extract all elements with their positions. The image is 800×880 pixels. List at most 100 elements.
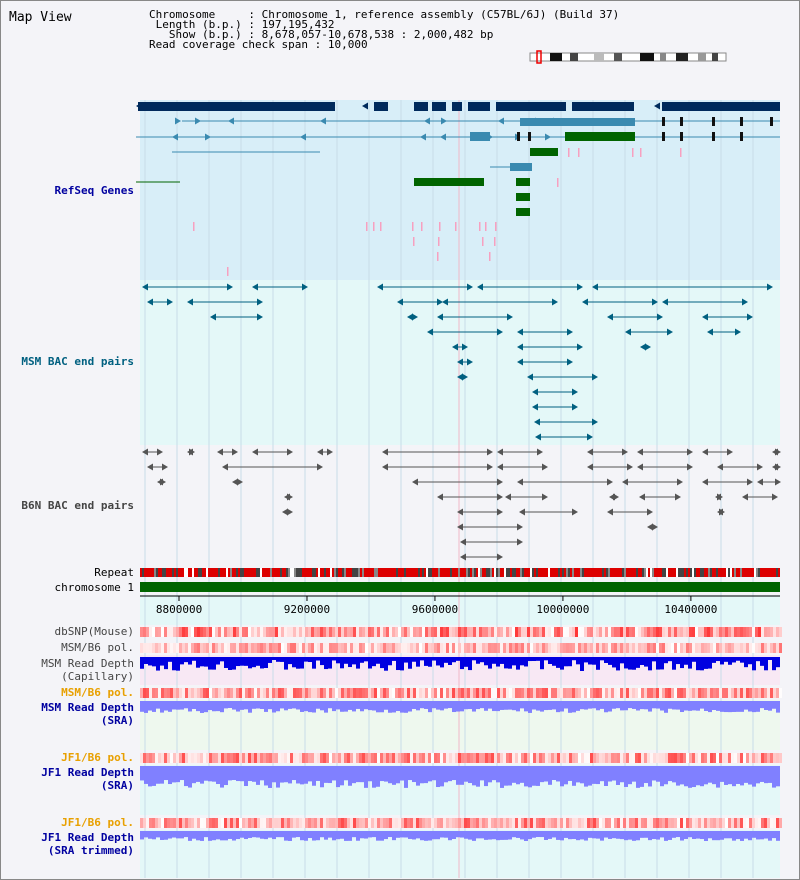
repeat-segment [378, 568, 380, 577]
read-depth-bar [300, 701, 304, 712]
polymorphism-cell [767, 753, 770, 763]
read-depth-bar [408, 657, 412, 669]
polymorphism-cell [617, 627, 620, 637]
ideogram-band [614, 53, 622, 61]
repeat-segment [196, 568, 198, 577]
polymorphism-cell [296, 643, 299, 653]
read-depth-bar [576, 766, 580, 783]
read-depth-bar [492, 657, 496, 664]
polymorphism-cell [629, 643, 632, 653]
read-depth-bar [648, 657, 652, 671]
repeat-segment [632, 568, 634, 577]
read-depth-bar [516, 657, 520, 670]
repeat-segment [220, 568, 222, 577]
read-depth-bar [740, 831, 744, 841]
repeat-segment [770, 568, 772, 577]
polymorphism-cell [437, 818, 440, 828]
b6n-bac-end [412, 478, 418, 486]
chromosome-label: Chromosome [149, 8, 216, 21]
track-label-b6n-bac[interactable]: B6N BAC end pairs [21, 499, 134, 512]
msm-bac-end [567, 358, 573, 366]
gene-arrow [420, 133, 426, 141]
read-depth-bar [724, 831, 728, 839]
polymorphism-cell [446, 627, 449, 637]
read-depth-bar [148, 831, 152, 839]
polymorphism-cell [386, 753, 389, 763]
polymorphism-cell [212, 818, 215, 828]
read-depth-bar [324, 831, 328, 840]
read-depth-bar [548, 831, 552, 839]
polymorphism-cell [701, 643, 704, 653]
polymorphism-cell [437, 688, 440, 698]
b6n-bac-end [639, 493, 645, 501]
polymorphism-cell [581, 688, 584, 698]
polymorphism-cell [488, 643, 491, 653]
msm-bac-end [534, 418, 540, 426]
read-depth-bar [436, 657, 440, 666]
repeat-segment [544, 568, 546, 577]
polymorphism-cell [488, 753, 491, 763]
repeat-segment [446, 568, 448, 577]
b6n-bac-end [687, 463, 693, 471]
polymorphism-cell [728, 688, 731, 698]
polymorphism-cell [533, 643, 536, 653]
polymorphism-cell [632, 818, 635, 828]
read-depth-bar [488, 657, 492, 669]
read-depth-bar [680, 657, 684, 669]
polymorphism-cell [698, 688, 701, 698]
polymorphism-cell [377, 627, 380, 637]
read-depth-bar [420, 831, 424, 841]
msm-bac-end [187, 298, 193, 306]
polymorphism-cell [623, 627, 626, 637]
gene-arrow [300, 133, 306, 141]
polymorphism-cell [302, 818, 305, 828]
polymorphism-cell [443, 753, 446, 763]
repeat-segment [246, 568, 248, 577]
polymorphism-cell [536, 818, 539, 828]
track-label-refseq[interactable]: RefSeq Genes [54, 184, 134, 197]
polymorphism-cell [770, 643, 773, 653]
read-depth-bar [760, 657, 764, 666]
polymorphism-cell [350, 627, 353, 637]
repeat-segment [288, 568, 290, 577]
polymorphism-cell [293, 627, 296, 637]
polymorphism-cell [368, 753, 371, 763]
polymorphism-cell [623, 643, 626, 653]
polymorphism-cell [485, 643, 488, 653]
polymorphism-cell [554, 753, 557, 763]
read-depth-bar [616, 766, 620, 785]
b6n-bac-end [317, 448, 323, 456]
polymorphism-cell [593, 688, 596, 698]
repeat-segment [490, 568, 492, 577]
repeat-segment [512, 568, 514, 577]
read-depth-bar [192, 831, 196, 839]
polymorphism-cell [611, 627, 614, 637]
polymorphism-cell [209, 643, 212, 653]
polymorphism-cell [551, 627, 554, 637]
polymorphism-cell [236, 818, 239, 828]
polymorphism-cell [422, 688, 425, 698]
axis-tick-label: 10000000 [536, 603, 589, 616]
repeat-segment [272, 568, 274, 577]
polymorphism-cell [323, 753, 326, 763]
polymorphism-cell [434, 818, 437, 828]
read-depth-bar [352, 701, 356, 712]
polymorphism-cell [539, 643, 542, 653]
snp-feature [578, 148, 580, 157]
repeat-segment [492, 568, 494, 577]
read-depth-bar [676, 766, 680, 786]
polymorphism-cell [530, 643, 533, 653]
polymorphism-cell [521, 753, 524, 763]
polymorphism-cell [758, 818, 761, 828]
polymorphism-cell [284, 753, 287, 763]
polymorphism-cell [596, 753, 599, 763]
polymorphism-cell [230, 753, 233, 763]
read-depth-bar [528, 657, 532, 662]
polymorphism-cell [638, 753, 641, 763]
polymorphism-cell [578, 753, 581, 763]
read-depth-bar [720, 701, 724, 712]
repeat-segment [174, 568, 176, 577]
track-label-msm-bac[interactable]: MSM BAC end pairs [21, 355, 134, 368]
read-depth-bar [460, 831, 464, 838]
